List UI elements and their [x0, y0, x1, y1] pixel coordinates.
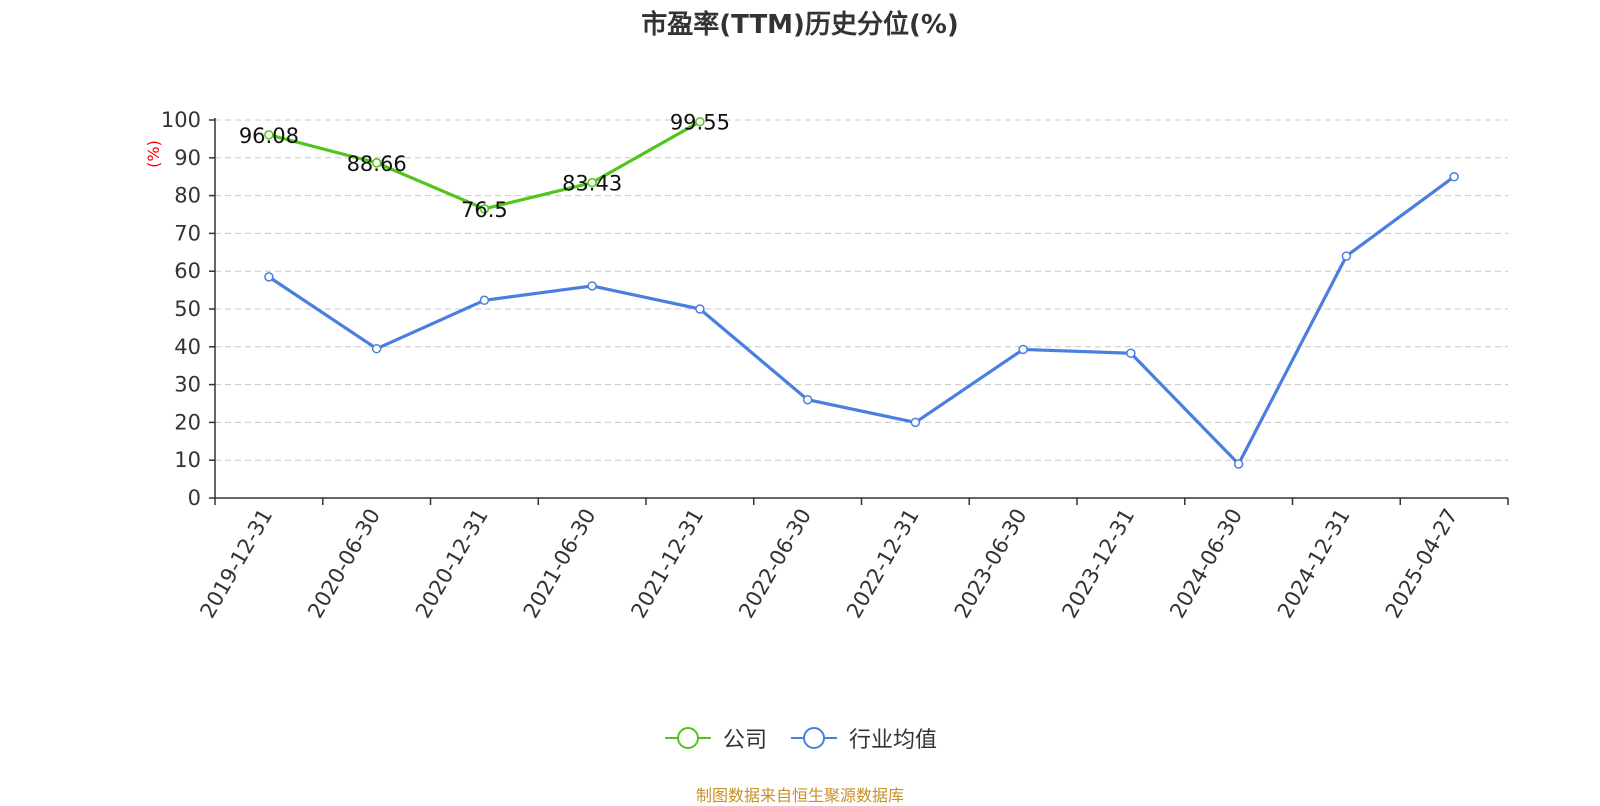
legend: 公司 行业均值 [0, 722, 1600, 754]
data-labels: 96.08 88.66 76.5 83.43 99.55 [239, 111, 730, 222]
chart-title: 市盈率(TTM)历史分位(%) [641, 10, 959, 40]
data-point [479, 204, 490, 214]
y-tick-label: 90 [174, 146, 201, 170]
data-point [1449, 171, 1459, 182]
y-tick-label: 20 [174, 410, 201, 434]
data-point [1126, 348, 1136, 358]
data-point [371, 343, 382, 354]
y-axis-label: (%) [144, 140, 163, 168]
source-note: 制图数据来自恒生聚源数据库 [695, 786, 904, 805]
y-tick-label: 40 [174, 335, 201, 359]
legend-industry-icon [791, 727, 837, 749]
x-tick-label: 2022-12-31 [842, 505, 924, 623]
legend-item-company[interactable]: 公司 [663, 722, 767, 754]
data-point [1341, 251, 1352, 261]
data-point [695, 304, 705, 314]
x-tick-label: 2023-06-30 [950, 505, 1032, 623]
x-tick-label: 2023-12-31 [1057, 505, 1139, 623]
grid-lines [215, 119, 1508, 461]
data-point [587, 177, 597, 188]
x-tick-label: 2025-04-27 [1381, 505, 1463, 623]
y-tick-label: 50 [174, 297, 201, 321]
legend-company-label: 公司 [722, 728, 767, 753]
data-point [479, 295, 490, 306]
x-tick-label: 2024-06-30 [1165, 505, 1247, 623]
series-lines [264, 116, 1459, 469]
data-point [371, 158, 382, 168]
y-tick-label: 100 [161, 108, 201, 132]
data-label: 88.66 [347, 152, 407, 176]
data-label: 96.08 [239, 124, 299, 148]
x-tick-label: 2021-06-30 [519, 505, 601, 623]
series-line-1 [267, 175, 1456, 466]
data-point [1018, 344, 1028, 355]
axes: 0 10 20 30 40 50 60 70 80 90 100 (%) 2019-12-31 2020-… [144, 108, 1509, 623]
y-tick-label: 30 [174, 373, 201, 397]
data-point [695, 116, 705, 127]
legend-item-industry[interactable]: 行业均值 [789, 722, 937, 754]
y-tick-label: 70 [174, 221, 201, 245]
y-tick-label: 80 [174, 184, 201, 208]
legend-company-icon [664, 727, 711, 749]
legend-industry-label: 行业均值 [849, 728, 938, 753]
x-tick-label: 2020-12-31 [411, 505, 493, 623]
data-point [1233, 459, 1244, 469]
y-tick-label: 60 [174, 259, 201, 283]
data-label: 83.43 [562, 172, 622, 196]
line-chart: 0 10 20 30 40 50 60 70 80 90 100 (%) 2019-12-31 2020-… [144, 108, 1509, 623]
x-tick-label: 2019-12-31 [195, 505, 277, 623]
data-point [802, 394, 813, 405]
data-point [587, 281, 597, 291]
data-label: 76.5 [461, 198, 508, 222]
x-tick-label: 2020-06-30 [303, 505, 385, 623]
x-tick-label: 2022-06-30 [734, 505, 816, 623]
x-tick-label: 2021-12-31 [626, 505, 708, 623]
data-label: 99.55 [670, 111, 730, 135]
y-tick-label: 0 [188, 486, 201, 510]
data-point [264, 130, 274, 140]
data-point [264, 272, 274, 282]
data-point [910, 417, 921, 428]
y-tick-label: 10 [174, 448, 201, 472]
x-tick-label: 2024-12-31 [1273, 505, 1355, 623]
